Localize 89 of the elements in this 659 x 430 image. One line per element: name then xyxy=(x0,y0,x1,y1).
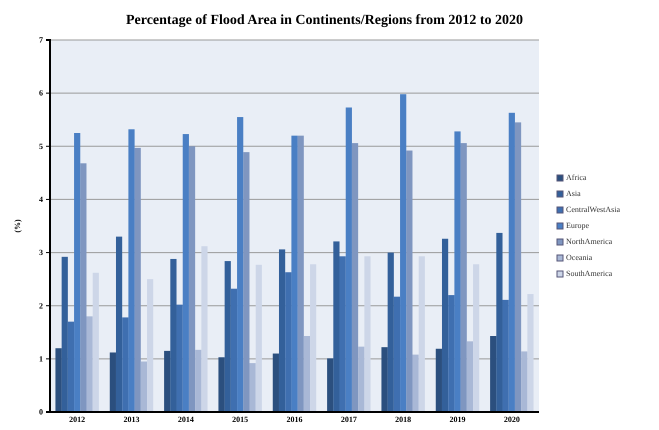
bar xyxy=(224,261,231,412)
bar xyxy=(346,107,352,412)
bar xyxy=(490,336,496,412)
bar xyxy=(243,152,250,412)
x-tick-label: 2019 xyxy=(450,415,466,424)
bar xyxy=(502,300,509,412)
legend-label: CentralWestAsia xyxy=(566,205,620,214)
x-tick-label: 2018 xyxy=(395,415,412,424)
y-tick-label: 1 xyxy=(39,354,43,364)
x-tick-label: 2012 xyxy=(69,415,86,424)
bar xyxy=(514,122,522,412)
bar xyxy=(285,272,292,412)
legend-label: Africa xyxy=(566,173,587,182)
bar xyxy=(147,279,154,412)
bar xyxy=(122,317,128,412)
bar xyxy=(298,136,304,412)
bar xyxy=(304,336,310,412)
bar xyxy=(164,350,170,412)
bar xyxy=(364,256,371,412)
bar xyxy=(86,316,93,412)
bar xyxy=(188,146,196,412)
bar xyxy=(128,129,135,412)
y-tick-label: 2 xyxy=(39,301,43,310)
x-tick-label: 2015 xyxy=(232,415,248,424)
y-tick-label: 4 xyxy=(39,194,43,204)
bar xyxy=(473,264,480,412)
bar xyxy=(466,341,474,412)
bar xyxy=(170,258,177,412)
bar xyxy=(388,252,394,412)
bar xyxy=(230,288,238,412)
bar xyxy=(62,256,68,412)
bar xyxy=(134,148,141,412)
legend-label: SouthAmerica xyxy=(566,269,613,278)
y-tick-label: 3 xyxy=(39,248,43,258)
bar xyxy=(55,348,62,412)
bar xyxy=(201,246,208,412)
bar xyxy=(237,117,244,412)
bar xyxy=(291,136,298,412)
bar xyxy=(116,236,122,412)
y-tick-label: 6 xyxy=(39,88,43,98)
y-tick-label: 5 xyxy=(39,142,43,151)
bar xyxy=(74,133,80,412)
bar xyxy=(442,238,448,412)
bar xyxy=(327,358,334,412)
bar xyxy=(448,295,454,412)
bar xyxy=(176,304,183,412)
bar xyxy=(418,256,425,412)
chart-title: Percentage of Flood Area in Continents/Regions from 2012 to 2020 xyxy=(126,13,524,28)
bar xyxy=(110,352,116,412)
bar xyxy=(256,264,262,412)
bar xyxy=(272,354,279,412)
bar xyxy=(92,272,99,412)
bar xyxy=(340,256,346,412)
bar xyxy=(352,143,358,412)
bar xyxy=(521,351,528,412)
legend-label: Asia xyxy=(566,189,582,198)
bar xyxy=(412,354,419,412)
legend-label: Europe xyxy=(566,221,590,230)
bar xyxy=(436,348,442,412)
bar xyxy=(394,296,400,412)
x-tick-label: 2017 xyxy=(340,415,357,424)
bar xyxy=(400,94,406,412)
bar xyxy=(527,294,534,412)
bar xyxy=(68,322,74,412)
bar xyxy=(278,249,286,412)
bar xyxy=(140,362,148,412)
bar xyxy=(182,134,189,412)
bar xyxy=(406,150,412,412)
bar xyxy=(460,143,467,412)
bar xyxy=(218,357,225,412)
y-axis-title: (%) xyxy=(13,219,22,233)
bar xyxy=(333,241,340,412)
x-tick-label: 2013 xyxy=(124,415,140,424)
x-tick-label: 2020 xyxy=(504,415,520,424)
bar xyxy=(358,346,364,412)
bar xyxy=(381,347,388,412)
y-tick-label: 0 xyxy=(39,408,43,417)
bar xyxy=(249,363,256,412)
bar xyxy=(195,350,202,412)
bar xyxy=(310,264,316,412)
x-tick-label: 2016 xyxy=(286,415,302,424)
legend-label: Oceania xyxy=(566,253,593,262)
bar xyxy=(496,232,503,412)
bar xyxy=(80,163,86,412)
y-tick-label: 7 xyxy=(39,36,43,45)
legend-label: NorthAmerica xyxy=(566,237,613,246)
bar xyxy=(454,131,461,412)
bar xyxy=(508,112,515,412)
x-tick-label: 2014 xyxy=(178,415,194,424)
